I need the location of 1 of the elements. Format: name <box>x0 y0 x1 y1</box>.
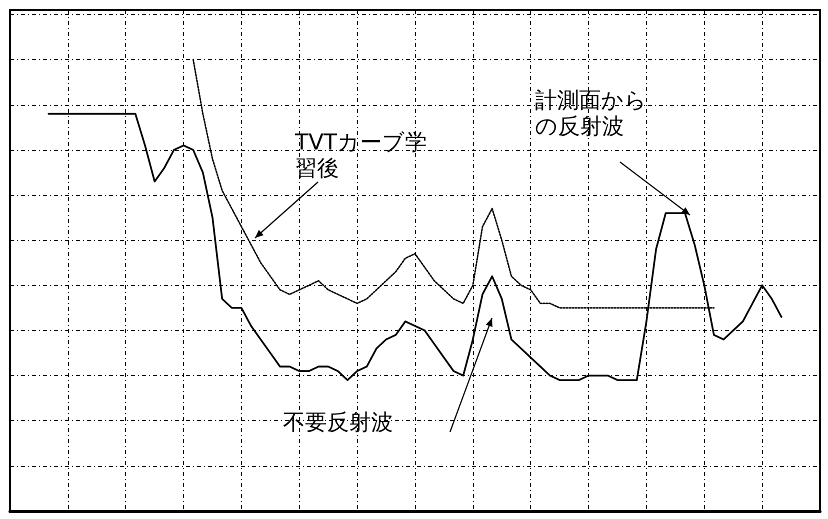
annotation: 計測面からの反射波 <box>535 88 647 140</box>
